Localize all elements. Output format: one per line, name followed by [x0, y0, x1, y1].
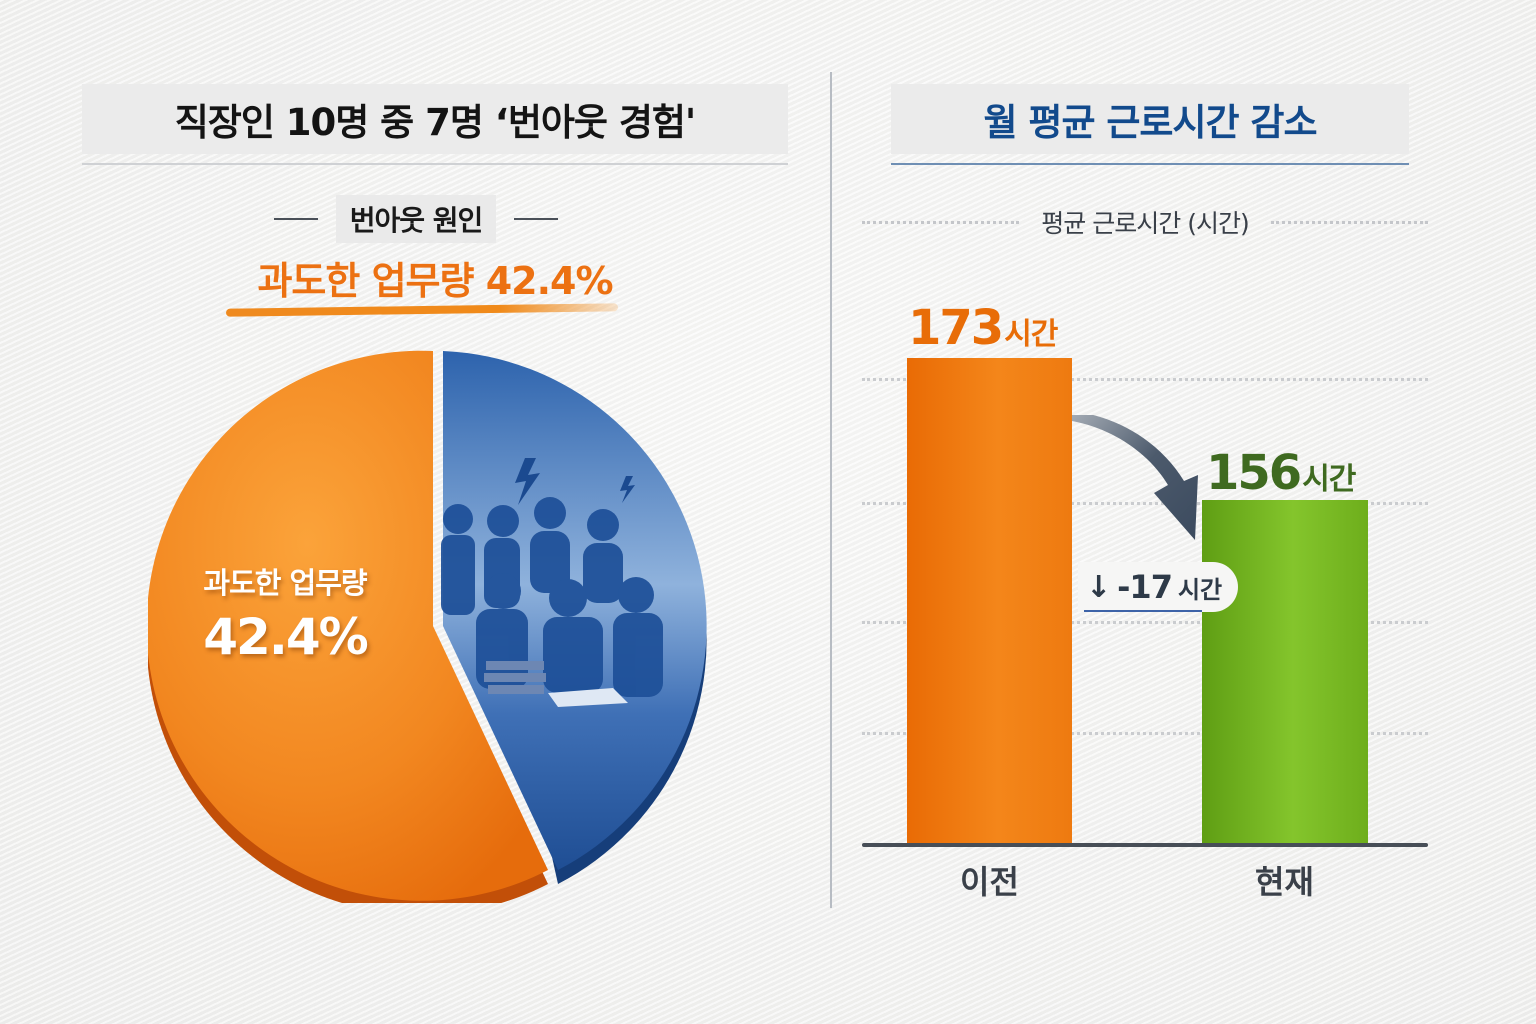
difference-value: -17: [1117, 568, 1173, 606]
gridline: [862, 732, 1428, 735]
axis-title-row: 평균 근로시간 (시간): [862, 200, 1428, 244]
pie-subtitle-row: 번아웃 원인: [256, 195, 576, 243]
gridline: [862, 621, 1428, 624]
dotted-rule-left: [862, 220, 1020, 224]
pie-slice-label-name: 과도한 업무량: [203, 566, 367, 600]
pie-subtitle: 번아웃 원인: [335, 195, 497, 243]
dash-left: [273, 218, 318, 220]
difference-underline: [1084, 610, 1202, 612]
bar-after-number: 156: [1206, 445, 1302, 501]
y-axis-title: 평균 근로시간 (시간): [1041, 209, 1249, 238]
bar-after-value: 156 시간: [1206, 445, 1356, 501]
pie-highlight: 과도한 업무량 42.4%: [257, 259, 613, 303]
x-axis-baseline: [862, 843, 1428, 847]
pie-slice-overwork: [146, 350, 548, 901]
bar-after: [1202, 500, 1368, 846]
bar-before: [907, 358, 1072, 846]
pie-slice-label: 과도한 업무량 42.4%: [150, 560, 420, 666]
difference-badge: ↓ -17 시간: [1078, 562, 1239, 612]
bar-before-number: 173: [908, 300, 1004, 356]
dotted-rule-right: [1270, 220, 1428, 224]
x-label-before: 이전: [960, 863, 1019, 901]
decrease-arrow-icon: [1072, 415, 1198, 540]
right-title-box: 월 평균 근로시간 감소: [891, 84, 1409, 154]
left-title-box: 직장인 10명 중 7명 ‘번아웃 경험': [82, 84, 788, 154]
gridline: [862, 378, 1428, 381]
left-title-rule: [82, 163, 788, 165]
pie-chart: [146, 343, 748, 915]
gridline: [862, 502, 1428, 505]
bar-after-unit: 시간: [1302, 462, 1356, 497]
difference-unit: 시간: [1177, 575, 1223, 604]
left-chart-title: 직장인 10명 중 7명 ‘번아웃 경험': [174, 101, 696, 144]
right-title-rule: [891, 163, 1409, 165]
right-chart-title: 월 평균 근로시간 감소: [983, 101, 1317, 144]
dash-right: [514, 218, 559, 220]
panel-divider: [830, 72, 832, 908]
bar-before-unit: 시간: [1004, 317, 1058, 352]
x-label-after: 현재: [1255, 863, 1314, 901]
bar-before-value: 173 시간: [908, 300, 1058, 356]
down-arrow-icon: ↓: [1086, 569, 1112, 605]
pie-slice-label-value: 42.4%: [203, 608, 368, 666]
